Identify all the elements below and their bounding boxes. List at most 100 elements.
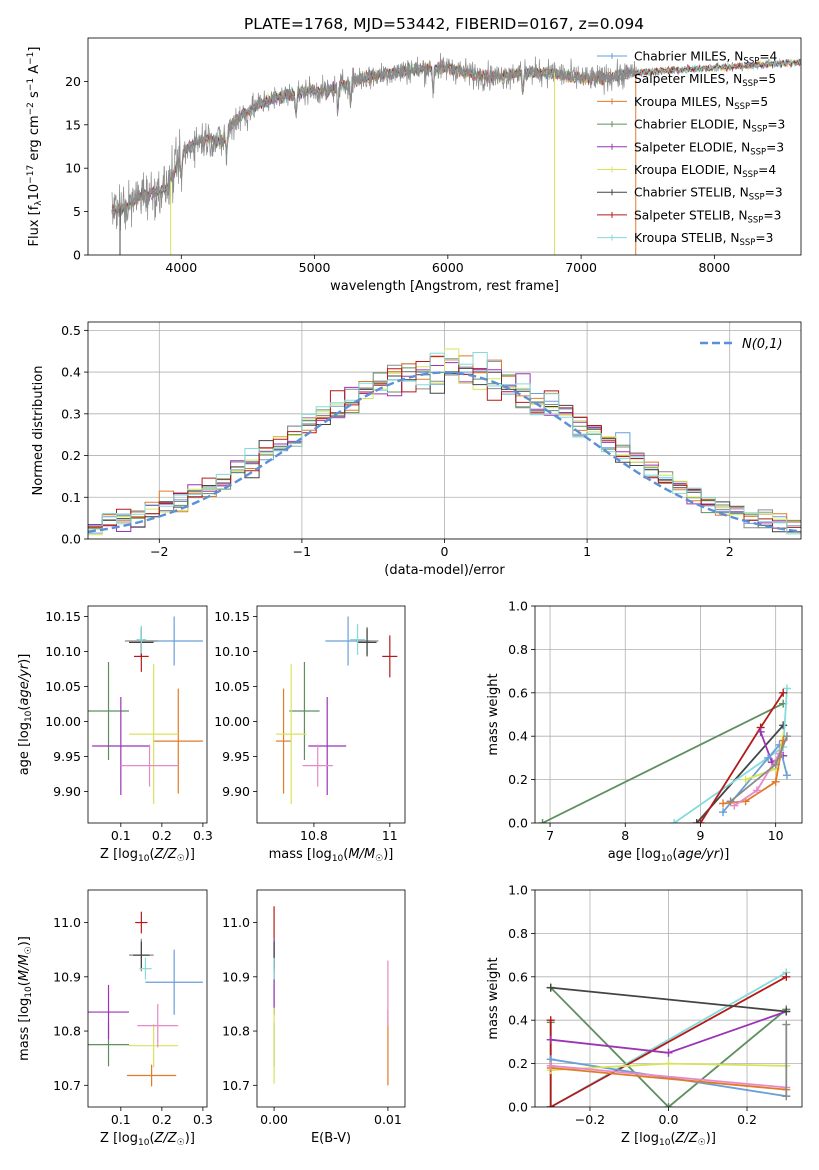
legend-entry: Salpeter ELODIE, NSSP=3: [634, 140, 784, 157]
legend-entry-subscript: SSP: [751, 125, 767, 135]
legend-entry: Salpeter STELIB, NSSP=3: [634, 208, 781, 225]
legend-entry-value: =3: [767, 118, 785, 132]
x-tick-label: −2: [150, 544, 168, 559]
y-tick-label: 10.05: [45, 679, 81, 694]
y-tick-label: 5: [73, 204, 81, 219]
panel-mass_vs_Z: 0.1 0.2 0.310.710.810.911.0Z [log10(Z/Z☉)]…: [17, 889, 213, 1148]
y-axis-label-part: age [log: [17, 722, 32, 775]
axes-frame: [534, 889, 803, 1108]
x-tick-label: 7: [546, 828, 554, 843]
y-axis-label: Normed distribution: [31, 366, 46, 496]
legend-entry: Kroupa STELIB, NSSP=3: [634, 231, 773, 248]
y-axis-label-part: )]: [17, 654, 32, 664]
x-axis-label-part: 10: [661, 854, 673, 864]
axes-frame: [256, 889, 406, 1108]
x-tick-label: 0.2: [152, 1112, 172, 1127]
x-tick-label: 1: [583, 544, 591, 559]
y-axis-label-part: −17: [26, 165, 36, 184]
panel-age_vs_mass: 10.8 11 9.90 9.95 10.00 10.05 10.10 10.15 mass […: [214, 605, 406, 864]
y-tick-label: 10.00: [214, 714, 250, 729]
x-axis-label-part: (: [672, 847, 677, 862]
legend-entry-value: =5: [758, 72, 776, 86]
plot-area: [88, 616, 203, 805]
y-axis-label-part: ☉: [24, 946, 34, 954]
y-axis-label-part: λ: [34, 200, 44, 206]
y-tick-label: 0.3: [61, 406, 81, 421]
normal-curve: [88, 371, 801, 533]
legend-normal-label: N(0,1): [742, 337, 783, 352]
legend-entry-subscript: SSP: [747, 215, 763, 225]
legend-entry-subscript: SSP: [734, 102, 750, 112]
x-tick-label: 5000: [299, 260, 331, 275]
x-axis-label-part: age [log: [608, 847, 661, 862]
y-tick-label: 0.1: [61, 490, 81, 505]
legend-entry-value: =5: [750, 95, 768, 109]
y-axis-label: mass weight: [486, 957, 501, 1039]
legend-entry: Chabrier STELIB, NSSP=3: [634, 186, 783, 203]
y-axis-label-part: −2: [26, 102, 36, 115]
legend-entry-value: =3: [766, 140, 784, 154]
y-tick-label: 10.7: [53, 1078, 81, 1093]
x-axis-label-part: Z [log: [100, 1131, 138, 1146]
histogram-chabrier-stelib: [88, 367, 801, 533]
weight-line-kroupa-miles: [550, 1067, 787, 1091]
y-axis-label-part: mass [log: [17, 998, 32, 1061]
y-tick-label: 0.4: [508, 1013, 528, 1028]
y-tick-label: 9.90: [222, 784, 250, 799]
x-tick-label: 0.2: [737, 1112, 757, 1127]
x-axis-label-part: 10: [659, 1138, 671, 1148]
x-tick-label: −1: [293, 544, 311, 559]
y-tick-label: 15: [65, 117, 81, 132]
plot-area: [88, 322, 801, 539]
y-tick-label: 10.9: [53, 969, 81, 984]
x-tick-label: 10: [768, 828, 784, 843]
x-axis-label-part: )]: [185, 1131, 195, 1146]
legend-entry-name: Chabrier MILES, N: [634, 50, 743, 64]
y-tick-label: 10.7: [222, 1078, 250, 1093]
legend-entry-subscript: SSP: [742, 79, 758, 89]
panel-mass_vs_EBV: 0.00 0.01 10.7 10.8 10.9 11.0 E(B-V): [222, 889, 406, 1146]
y-tick-label: 1.0: [508, 883, 528, 898]
axes-frame: [87, 605, 208, 824]
y-tick-label: 0.5: [61, 323, 81, 338]
y-tick-label: 9.95: [53, 749, 81, 764]
x-tick-label: 0.2: [152, 828, 172, 843]
x-axis-label-part: )]: [706, 1131, 716, 1146]
x-axis-label-part: M/M: [348, 847, 375, 862]
y-tick-label: 11.0: [53, 915, 81, 930]
x-tick-label: 8: [621, 828, 629, 843]
x-tick-label: 0.0: [659, 1112, 679, 1127]
y-axis-label: mass weight: [486, 673, 501, 755]
y-axis-label-part: ]: [27, 47, 42, 52]
x-axis-label-part: (: [343, 847, 348, 862]
x-tick-label: 7000: [565, 260, 597, 275]
legend-entry: Kroupa MILES, NSSP=5: [634, 95, 768, 112]
x-axis-label-part: )]: [719, 847, 729, 862]
y-axis-label-part: erg cm: [27, 115, 42, 164]
x-axis-label-part: Z [log: [100, 847, 138, 862]
x-axis-label-part: (: [670, 1131, 675, 1146]
y-tick-label: 10.00: [45, 714, 81, 729]
panel-residuals: −2 −1 0 1 2 0.0 0.1 0.2 0.3 0.4 0.5 (data-model)/er…: [31, 321, 802, 578]
observed-spectrum: [111, 52, 638, 232]
legend-entry: Chabrier MILES, NSSP=4: [634, 50, 778, 67]
x-axis-label: mass [log10(M/M☉)]: [269, 847, 394, 864]
axes-frame: [534, 605, 803, 824]
x-tick-label: 2: [726, 544, 734, 559]
y-tick-label: 0.4: [508, 729, 528, 744]
histogram-kroupa-elodie: [88, 348, 801, 536]
x-axis-label-part: 10: [332, 854, 344, 864]
weight-line-chabrier-elodie: [542, 702, 784, 823]
x-axis-label-part: Z/Z: [675, 1131, 699, 1146]
x-tick-label: 6000: [432, 260, 464, 275]
x-tick-label: 0.3: [193, 1112, 213, 1127]
plot-area: [275, 616, 398, 805]
x-axis-label-part: ☉: [177, 854, 185, 864]
y-axis-label-part: −1: [26, 52, 36, 65]
panel-weight_vs_Z: −0.2 0.0 0.2 0.0 0.2 0.4 0.6 0.8 1.0 Z [log10(Z/Z…: [486, 883, 803, 1148]
legend-entry-name: Kroupa ELODIE, N: [634, 163, 742, 177]
y-tick-label: 10.05: [214, 679, 250, 694]
plot-area: [535, 890, 802, 1107]
x-axis-label-part: Z/Z: [154, 847, 178, 862]
y-tick-label: 0.2: [61, 448, 81, 463]
